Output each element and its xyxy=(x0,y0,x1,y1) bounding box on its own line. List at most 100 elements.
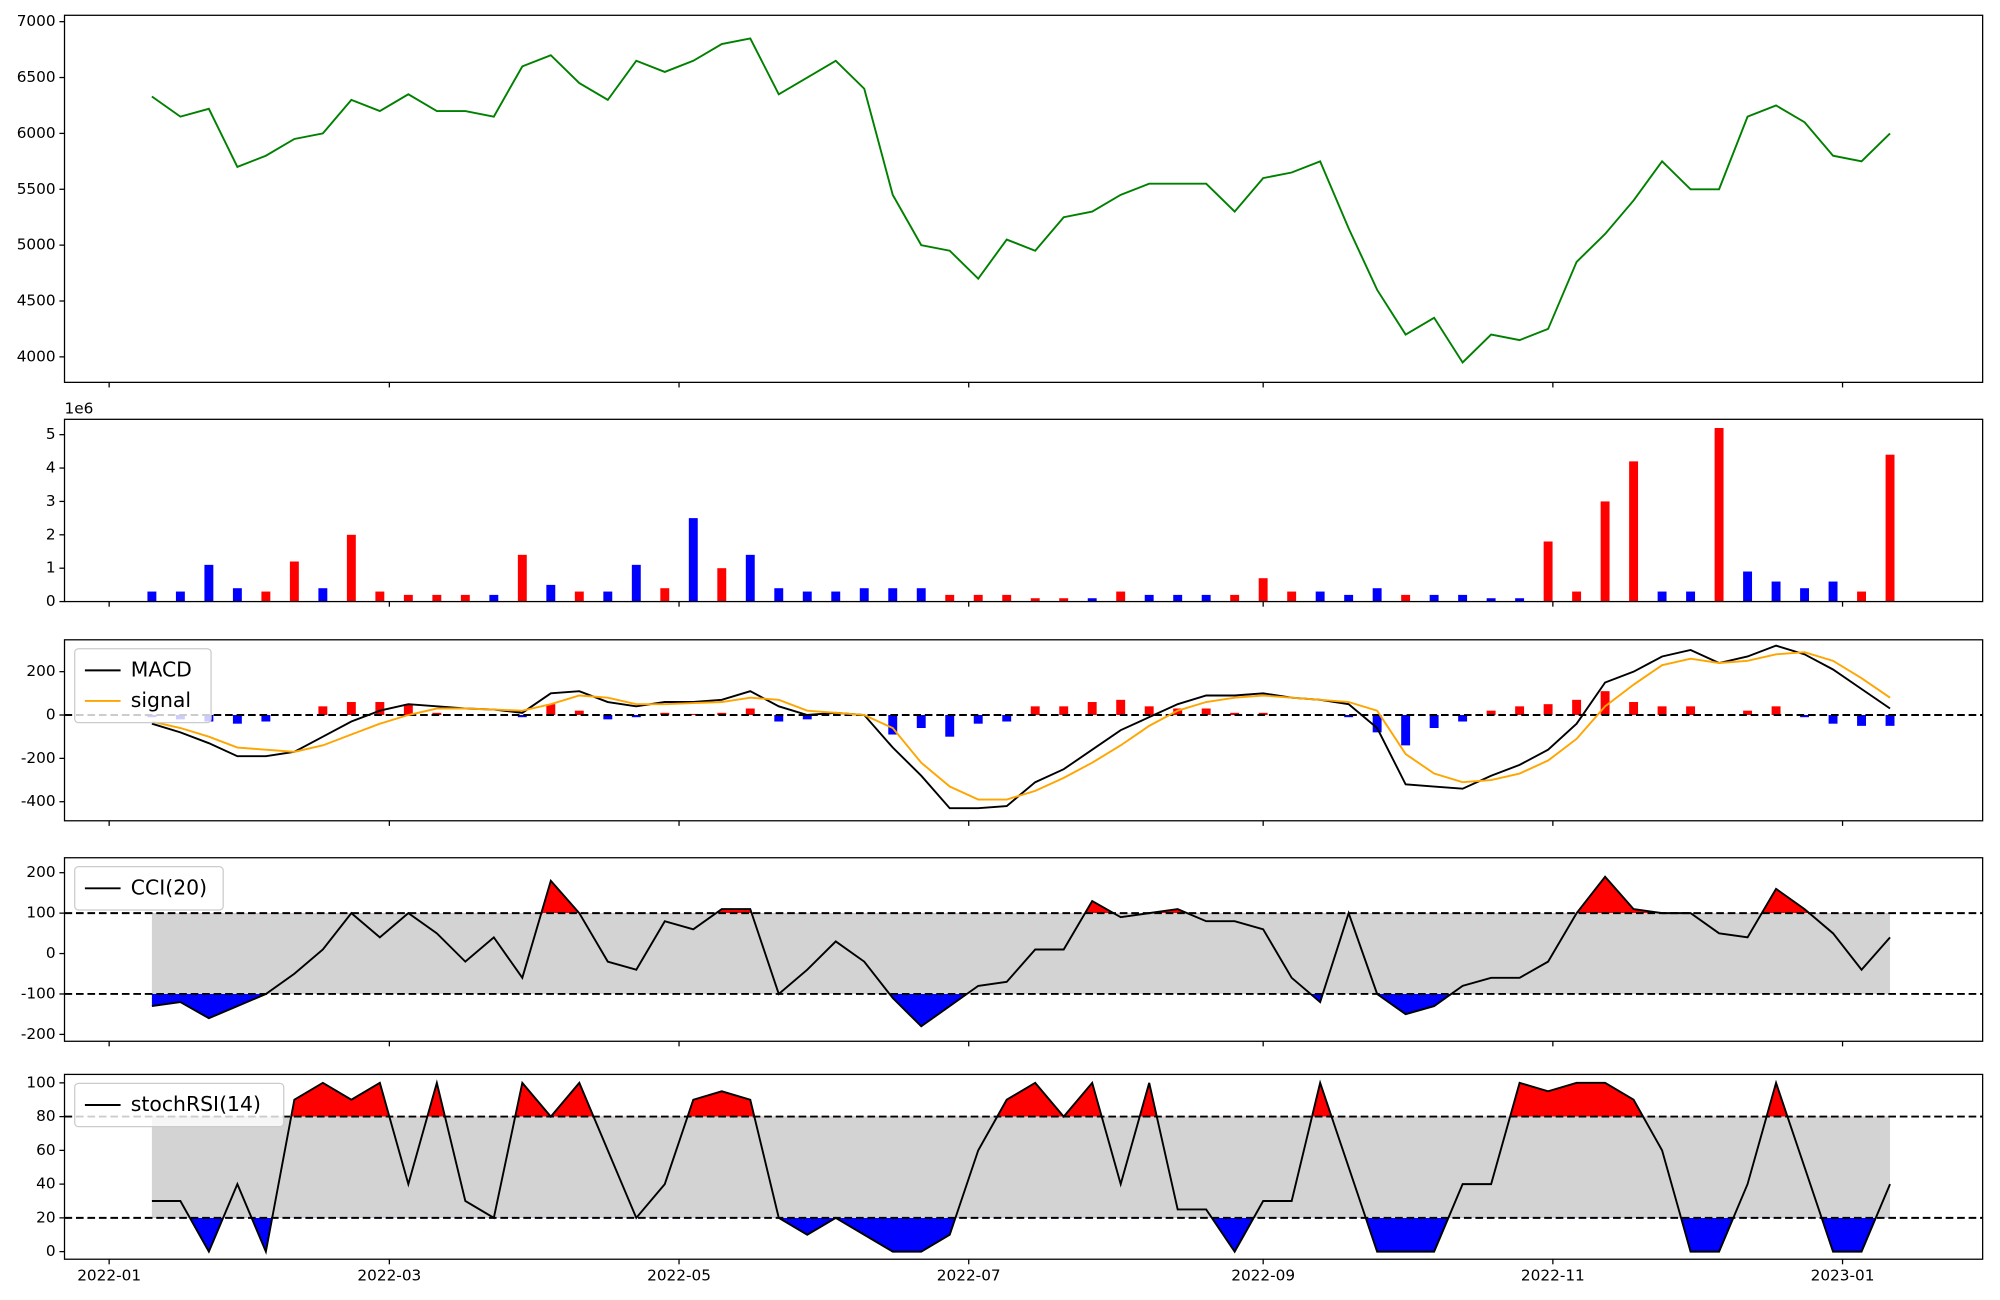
y-tick-label: 0 xyxy=(46,706,56,724)
histogram-bar xyxy=(1372,715,1382,733)
volume-bar xyxy=(1030,598,1040,602)
histogram-bar xyxy=(1828,715,1838,724)
fill-below xyxy=(189,1217,1876,1252)
volume-bar xyxy=(1828,581,1838,602)
volume-bar xyxy=(859,588,869,602)
y-tick-label: 100 xyxy=(26,1073,55,1091)
volume-bar xyxy=(1087,598,1097,602)
y-tick-label: 6000 xyxy=(17,124,56,142)
y-tick-label: -100 xyxy=(21,984,56,1002)
volume-bar xyxy=(1173,594,1183,602)
histogram-bar xyxy=(973,715,983,724)
histogram-bar xyxy=(403,704,413,716)
volume-bar xyxy=(1315,591,1325,602)
y-tick-label: 3 xyxy=(46,492,56,510)
line-series xyxy=(151,875,1891,1028)
histogram-bar xyxy=(888,715,898,735)
legend-box xyxy=(74,1082,285,1128)
volume-bar xyxy=(631,564,641,602)
histogram-bar xyxy=(631,715,641,718)
line-series xyxy=(151,37,1891,364)
y-tick-label: 1 xyxy=(46,559,56,577)
volume-bar xyxy=(717,568,727,602)
x-tick-label: 2022-03 xyxy=(357,1266,421,1284)
volume-bar xyxy=(1657,591,1667,602)
x-tick-label: 2022-05 xyxy=(647,1266,711,1284)
histogram-bar xyxy=(1515,706,1525,716)
y-tick-label: 0 xyxy=(46,944,56,962)
histogram-bar xyxy=(318,706,328,716)
y-tick-label: -400 xyxy=(21,792,56,810)
legend-box xyxy=(74,648,212,724)
volume-bar xyxy=(1458,594,1468,602)
histogram-bar xyxy=(546,704,556,716)
volume-bar xyxy=(1002,594,1012,602)
histogram-bar xyxy=(1002,715,1012,722)
volume-bar xyxy=(916,588,926,602)
volume-bar xyxy=(1629,461,1639,602)
y-tick-label: -200 xyxy=(21,749,56,767)
y-tick-label: -200 xyxy=(21,1025,56,1043)
volume-bar xyxy=(460,594,470,602)
histogram-bar xyxy=(745,708,755,716)
volume-bar xyxy=(1201,594,1211,602)
histogram-bar xyxy=(261,715,271,722)
histogram-bar xyxy=(1401,715,1411,746)
axes-frame xyxy=(63,639,1984,822)
volume-bar xyxy=(403,594,413,602)
y-tick-label: 2 xyxy=(46,525,56,543)
volume-bar xyxy=(574,591,584,602)
legend-label: signal xyxy=(131,688,191,712)
y-tick-label: 200 xyxy=(26,662,55,680)
line-series xyxy=(151,1079,1891,1255)
histogram-bar xyxy=(603,715,613,720)
axes-frame xyxy=(63,1073,1984,1260)
threshold-band xyxy=(151,1116,1891,1218)
volume-bar xyxy=(204,564,214,602)
histogram-bar xyxy=(717,712,727,716)
x-tick-label: 2022-11 xyxy=(1521,1266,1585,1284)
histogram-bar xyxy=(1087,702,1097,716)
legend-box xyxy=(74,866,224,911)
volume-bar xyxy=(1743,571,1753,602)
offset-label: 1e6 xyxy=(65,400,94,418)
histogram-bar xyxy=(1173,708,1183,716)
histogram-bar xyxy=(1857,715,1867,726)
volume-bar xyxy=(289,561,299,602)
histogram-bar xyxy=(1344,715,1354,718)
histogram-bar xyxy=(1771,706,1781,716)
histogram-bar xyxy=(1201,708,1211,716)
volume-bar xyxy=(774,588,784,602)
histogram-bar xyxy=(1543,704,1553,716)
x-tick-label: 2022-09 xyxy=(1231,1266,1295,1284)
y-tick-label: 20 xyxy=(36,1208,55,1226)
axes-frame xyxy=(63,418,1984,603)
y-tick-label: 5500 xyxy=(17,180,56,198)
legend-label: MACD xyxy=(131,657,192,681)
y-tick-label: 100 xyxy=(26,904,55,922)
histogram-bar xyxy=(1629,702,1639,716)
threshold-band xyxy=(151,913,1891,994)
histogram-bar xyxy=(574,710,584,716)
volume-bar xyxy=(973,594,983,602)
volume-bar xyxy=(1287,591,1297,602)
volume-bar xyxy=(1230,594,1240,602)
volume-bar xyxy=(375,591,385,602)
volume-bar xyxy=(1401,594,1411,602)
line-series xyxy=(151,644,1891,810)
y-tick-label: 60 xyxy=(36,1141,55,1159)
volume-bar xyxy=(1486,598,1496,602)
histogram-bar xyxy=(1657,706,1667,716)
legend-label: CCI(20) xyxy=(131,875,207,899)
histogram-bar xyxy=(1743,710,1753,716)
volume-bar xyxy=(1600,501,1610,602)
axes-frame xyxy=(63,14,1984,383)
volume-bar xyxy=(1144,594,1154,602)
y-tick-label: 6500 xyxy=(17,68,56,86)
histogram-bar xyxy=(1429,715,1439,729)
histogram-bar xyxy=(916,715,926,729)
y-tick-label: 80 xyxy=(36,1107,55,1125)
histogram-bar xyxy=(1572,699,1582,716)
histogram-bar xyxy=(802,715,812,720)
